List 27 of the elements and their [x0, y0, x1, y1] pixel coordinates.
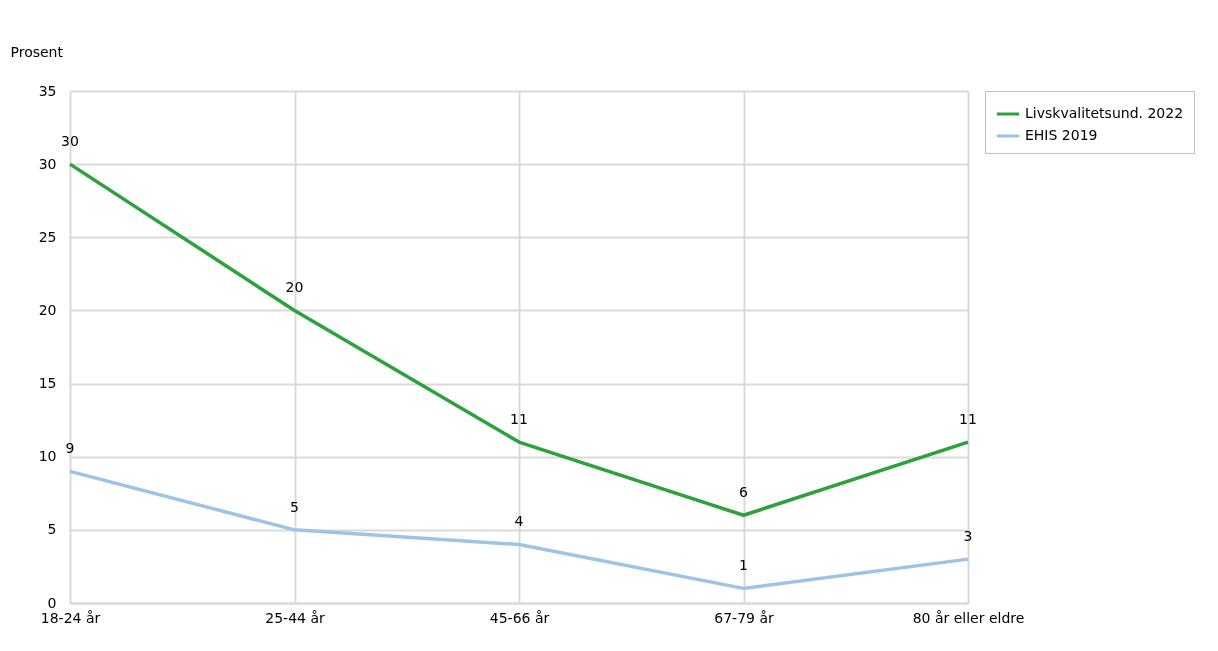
- y-tick-label: 0: [47, 594, 57, 611]
- y-axis-title: Prosent: [10, 43, 64, 60]
- data-label: 3: [963, 528, 973, 545]
- legend-label: EHIS 2019: [1025, 127, 1098, 143]
- data-label: 1: [739, 557, 748, 574]
- legend-label: Livskvalitetsund. 2022: [1025, 105, 1184, 121]
- y-tick-label: 5: [47, 521, 57, 538]
- data-label: 11: [510, 411, 528, 428]
- data-label: 30: [61, 133, 79, 150]
- x-tick-label: 18-24 år: [40, 609, 101, 626]
- data-label: 5: [290, 498, 299, 515]
- data-label: 6: [739, 484, 749, 501]
- y-tick-label: 15: [38, 375, 57, 392]
- line-series: [68, 469, 970, 591]
- y-tick-label: 30: [38, 155, 57, 172]
- y-tick-label: 25: [38, 228, 57, 245]
- x-tick-label: 67-79 år: [714, 609, 774, 626]
- data-label: 4: [514, 513, 524, 530]
- x-tick-label: 80 år eller eldre: [912, 609, 1025, 626]
- y-tick-label: 10: [38, 448, 57, 465]
- y-tick-label: 20: [38, 301, 57, 318]
- x-tick-label: 25-44 år: [265, 609, 325, 626]
- y-tick-label: 35: [38, 82, 57, 99]
- data-label: 9: [65, 440, 75, 457]
- x-tick-label: 45-66 år: [489, 609, 550, 626]
- data-label: 11: [959, 411, 977, 428]
- data-label: 20: [285, 279, 304, 296]
